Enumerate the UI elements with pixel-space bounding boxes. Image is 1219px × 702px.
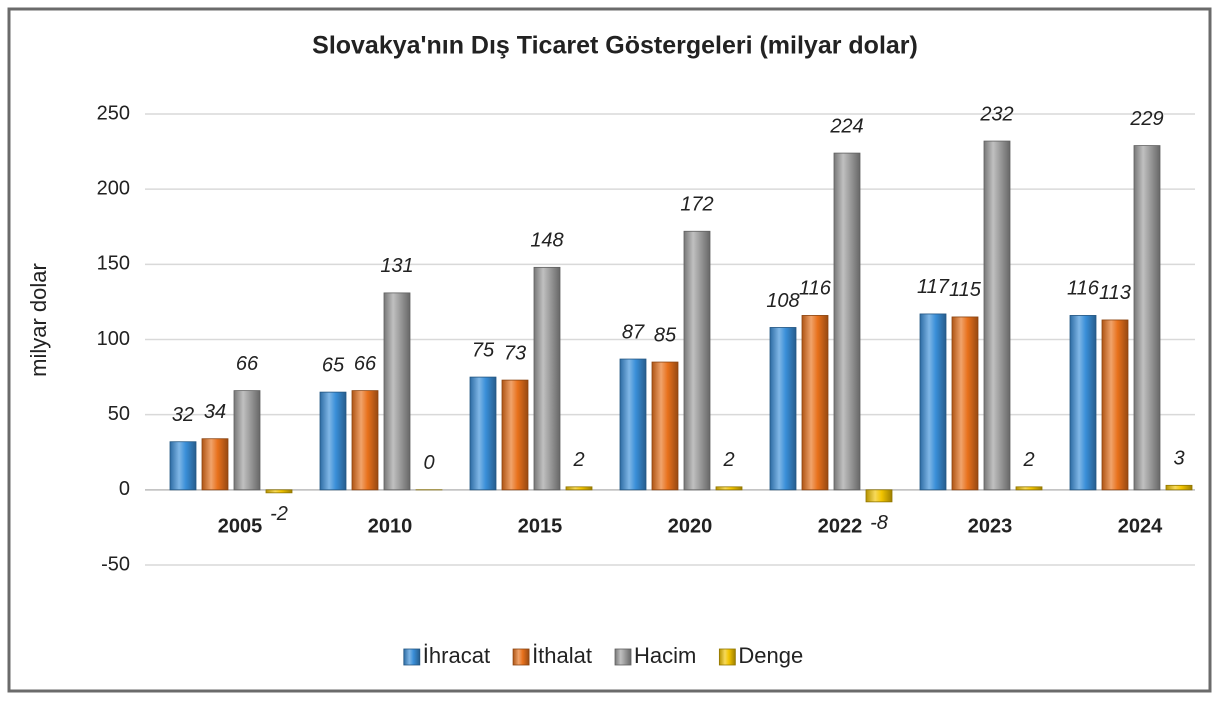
- bar: [951, 316, 979, 491]
- legend-swatch: [512, 648, 530, 666]
- x-tick-label: 2005: [218, 515, 263, 537]
- legend-swatch: [403, 648, 421, 666]
- legend-label: İhracat: [423, 643, 490, 668]
- bar: [233, 390, 261, 491]
- legend-label: Denge: [738, 643, 803, 668]
- data-label: 34: [204, 401, 226, 423]
- data-label: 32: [172, 404, 194, 426]
- chart-title: Slovakya'nın Dış Ticaret Göstergeleri (m…: [312, 32, 918, 60]
- bar: [801, 315, 829, 491]
- bar: [169, 441, 197, 491]
- bar: [833, 152, 861, 491]
- bar: [683, 230, 711, 491]
- data-label: 87: [622, 321, 645, 343]
- bar: [383, 292, 411, 491]
- data-label: 116: [1067, 278, 1100, 300]
- bar: [865, 489, 893, 503]
- bar: [1101, 319, 1129, 491]
- chart-frame: [7, 7, 1212, 693]
- bar: [201, 438, 229, 491]
- x-tick-label: 2022: [818, 515, 863, 537]
- legend-label: İthalat: [532, 643, 592, 668]
- data-label: 115: [949, 279, 982, 301]
- data-label: 172: [680, 194, 713, 216]
- x-tick-label: 2023: [968, 515, 1013, 537]
- bar: [715, 486, 743, 491]
- x-tick-label: 2010: [368, 515, 413, 537]
- y-axis-label: milyar dolar: [26, 263, 51, 377]
- legend-swatch: [614, 648, 632, 666]
- x-tick-label: 2015: [518, 515, 563, 537]
- data-label: 75: [472, 339, 495, 361]
- y-tick-label: -50: [101, 553, 130, 575]
- data-label: 3: [1173, 448, 1184, 470]
- data-label: 0: [423, 452, 434, 474]
- data-label: 2: [722, 449, 734, 471]
- x-tick-label: 2024: [1118, 515, 1163, 537]
- data-label: 108: [766, 290, 799, 312]
- data-label: 116: [799, 278, 832, 300]
- y-tick-label: 150: [97, 253, 130, 275]
- bar: [265, 489, 293, 494]
- y-tick-label: 0: [119, 478, 130, 500]
- data-label: 229: [1129, 108, 1163, 130]
- legend-label: Hacim: [634, 643, 696, 668]
- bar: [983, 140, 1011, 491]
- data-label: 2: [572, 449, 584, 471]
- y-tick-label: 200: [97, 177, 130, 199]
- bar: [1069, 315, 1097, 491]
- data-label: 2: [1022, 449, 1034, 471]
- data-label: 66: [354, 353, 377, 375]
- data-label: 66: [236, 353, 259, 375]
- legend-swatch: [718, 648, 736, 666]
- bar: [1133, 145, 1161, 491]
- bar: [619, 358, 647, 491]
- data-label: 73: [504, 342, 526, 364]
- x-tick-label: 2020: [668, 515, 713, 537]
- bar: [469, 376, 497, 491]
- bar: [351, 390, 379, 491]
- data-label: 232: [979, 103, 1013, 125]
- y-tick-label: 100: [97, 328, 130, 350]
- bar: [565, 486, 593, 491]
- data-label: 85: [654, 324, 677, 346]
- bar: [919, 313, 947, 491]
- data-label: 65: [322, 354, 345, 376]
- data-label: 131: [380, 255, 413, 277]
- data-label: 117: [917, 276, 950, 298]
- bar: [769, 327, 797, 491]
- bar: [501, 379, 529, 491]
- data-label: -8: [870, 512, 888, 534]
- bar: [319, 391, 347, 491]
- bar: [533, 266, 561, 491]
- bar: [1015, 486, 1043, 491]
- y-tick-label: 50: [108, 403, 130, 425]
- y-tick-label: 250: [97, 102, 130, 124]
- bar: [1165, 484, 1193, 491]
- data-label: 148: [530, 230, 563, 252]
- bar: [651, 361, 679, 491]
- data-label: 224: [829, 115, 863, 137]
- data-label: -2: [270, 503, 288, 525]
- data-label: 113: [1099, 282, 1131, 304]
